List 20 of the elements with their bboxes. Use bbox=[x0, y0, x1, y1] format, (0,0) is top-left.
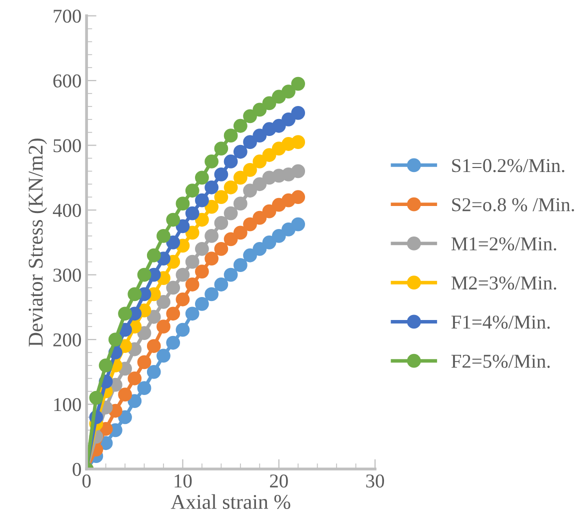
x-tick-label: 0 bbox=[82, 474, 91, 488]
y-tick-label: 0 bbox=[72, 462, 81, 476]
y-tick-label: 600 bbox=[53, 74, 81, 88]
y-tick-label: 100 bbox=[54, 398, 81, 412]
legend-label: F2=5%/Min. bbox=[451, 354, 550, 368]
legend-label: S1=0.2%/Min. bbox=[452, 159, 564, 172]
y-tick-label: 500 bbox=[54, 139, 81, 152]
x-tick-label: 30 bbox=[366, 474, 384, 488]
y-tick-label: 400 bbox=[52, 204, 81, 217]
legend-label: F1=4%/Min. bbox=[451, 316, 550, 329]
legend-label: M1=2%/Min. bbox=[451, 237, 556, 251]
x-tick-label: 20 bbox=[270, 474, 288, 488]
legend-label: M2=3%/Min. bbox=[451, 276, 556, 290]
legend-label: S2=o.8 % /Min. bbox=[452, 198, 574, 212]
y-tick-label: 700 bbox=[54, 10, 81, 23]
x-axis-title: Axial strain % bbox=[170, 494, 290, 510]
y-axis-title: Deviator Stress (KN/m2) bbox=[28, 138, 47, 347]
x-tick-label: 10 bbox=[174, 474, 192, 488]
y-tick-label: 300 bbox=[53, 268, 81, 282]
y-tick-label: 200 bbox=[53, 333, 81, 346]
